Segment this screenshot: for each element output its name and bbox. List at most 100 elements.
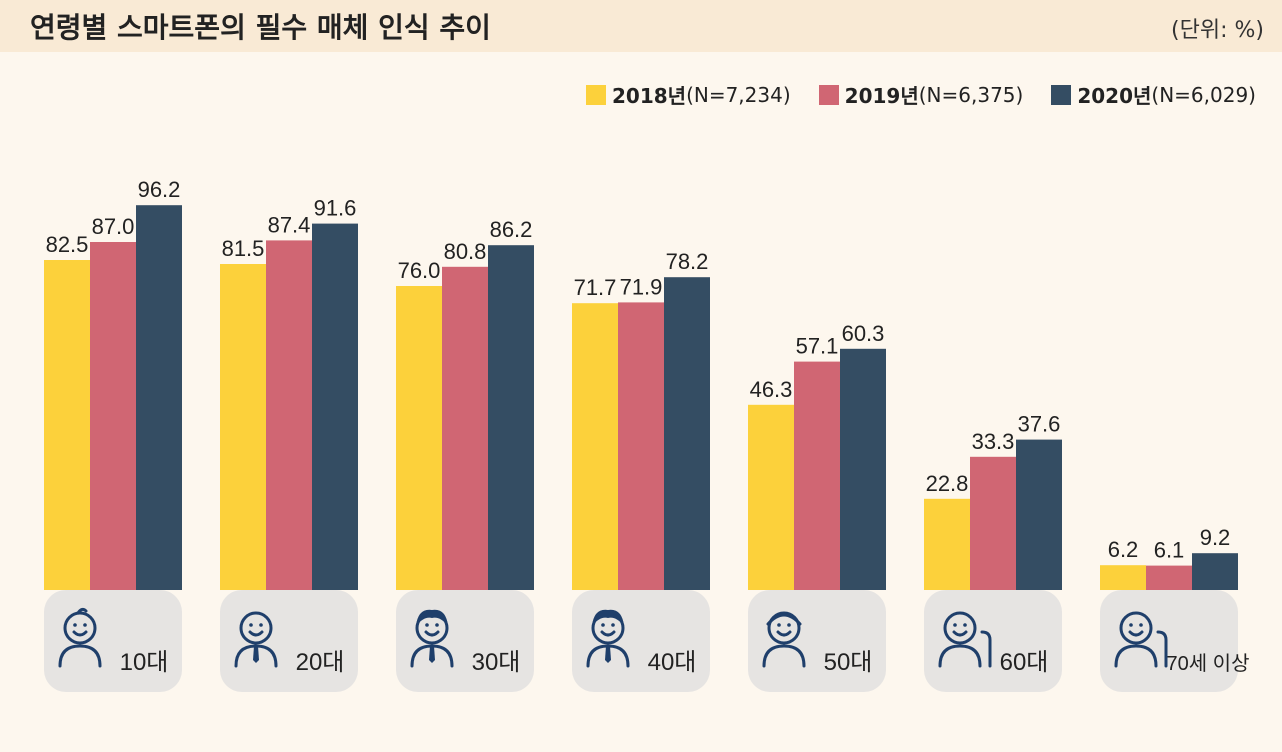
category-label: 50대 (824, 649, 873, 676)
person-hair (766, 613, 802, 626)
bar (840, 348, 886, 590)
person-eye (953, 623, 957, 627)
legend-n-2020: (N=6,029) (1151, 82, 1256, 107)
person-eye (963, 623, 967, 627)
person-icon (1114, 611, 1168, 668)
category-group: 70세 이상 6.2 6.1 9.2 (1100, 525, 1250, 692)
person-smile (248, 630, 264, 637)
category-label: 60대 (1000, 649, 1049, 676)
person-smile (776, 630, 792, 637)
category-panel (44, 590, 182, 692)
category-group: 60대 22.833.337.6 (924, 412, 1062, 692)
bar (924, 498, 970, 590)
data-label: 81.5 (222, 236, 265, 261)
category-label: 20대 (296, 649, 345, 676)
person-tie (253, 646, 259, 663)
bar (748, 404, 794, 590)
person-head (239, 611, 273, 645)
person-smile (72, 630, 88, 637)
bar (794, 361, 840, 590)
title-bar: 연령별 스마트폰의 필수 매체 인식 추이 (단위: %) (0, 0, 1282, 52)
category-group: 20대 81.587.491.6 (220, 196, 358, 692)
person-eye (601, 623, 605, 627)
person-icon (234, 611, 278, 668)
legend-swatch-2020 (1051, 84, 1072, 105)
person-eye (73, 623, 77, 627)
data-label: 71.9 (620, 274, 663, 299)
legend-item-2018: 2018년 (N=7,234) (585, 80, 791, 109)
legend-swatch-2018 (585, 84, 606, 105)
data-label: 22.8 (926, 471, 969, 496)
category-group: 30대 76.080.886.2 (396, 217, 534, 692)
person-icon (762, 611, 806, 668)
category-group: 50대 46.357.160.3 (748, 321, 886, 692)
category-group: 40대 71.7 71.978.2 (572, 249, 710, 692)
data-label: 57.1 (796, 334, 839, 359)
cane (1156, 630, 1168, 668)
bar (266, 240, 312, 590)
person-head (1119, 611, 1153, 645)
bar (442, 266, 488, 590)
person-body (762, 644, 806, 668)
person-eye (777, 623, 781, 627)
legend-year-2020: 2020년 (1077, 84, 1152, 108)
data-label: 78.2 (666, 249, 709, 274)
person-icon (586, 609, 630, 668)
cane (980, 630, 992, 668)
person-body (58, 644, 102, 668)
bar (488, 245, 534, 590)
category-panel (1100, 590, 1238, 692)
person-eye (1139, 623, 1143, 627)
data-label: 71.7 (574, 275, 617, 300)
bar (970, 456, 1016, 590)
person-icon (938, 611, 992, 668)
person-hair (416, 609, 448, 626)
category-group: 10대 82.587.096.2 (44, 177, 182, 692)
person-smile (424, 630, 440, 637)
person-icon (410, 609, 454, 668)
data-label: 37.6 (1018, 412, 1061, 437)
data-label: 33.3 (972, 429, 1015, 454)
data-label: 96.2 (138, 177, 181, 202)
person-body (1114, 644, 1158, 668)
person-head (943, 611, 977, 645)
category-panel (220, 590, 358, 692)
data-label: 60.3 (842, 321, 885, 346)
bar (1100, 565, 1146, 590)
legend: 2018년 (N=7,234) 2019년 (N=6,375) 2020년 (N… (585, 80, 1256, 109)
person-smile (600, 630, 616, 637)
bar (1016, 439, 1062, 590)
bar (136, 205, 182, 590)
legend-n-2018: (N=7,234) (686, 82, 791, 107)
legend-item-2019: 2019년 (N=6,375) (818, 80, 1023, 109)
bar (664, 277, 710, 590)
legend-year-2019: 2019년 (844, 84, 919, 108)
category-label: 10대 (120, 649, 169, 676)
category-label: 40대 (648, 649, 697, 676)
person-eye (1129, 623, 1133, 627)
bar (220, 264, 266, 590)
person-eye (425, 623, 429, 627)
bar (1146, 565, 1192, 590)
data-label: 82.5 (46, 232, 89, 257)
person-hair (592, 609, 624, 626)
legend-item-2020: 2020년 (N=6,029) (1051, 80, 1256, 109)
person-tie (605, 646, 611, 663)
person-tie (429, 646, 435, 663)
legend-swatch-2019 (818, 84, 839, 105)
person-smile (1128, 630, 1144, 637)
category-label: 70세 이상 (1166, 652, 1249, 675)
person-eye (249, 623, 253, 627)
person-hair (76, 607, 88, 615)
unit-label: (단위: %) (1171, 18, 1264, 43)
data-label: 80.8 (444, 239, 487, 264)
data-label: 91.6 (314, 196, 357, 221)
category-panel (572, 590, 710, 692)
data-label: 6.2 (1108, 537, 1139, 562)
category-panel (748, 590, 886, 692)
bar (90, 242, 136, 590)
person-eye (787, 623, 791, 627)
person-head (63, 611, 97, 645)
bar (312, 223, 358, 590)
bar (572, 303, 618, 590)
